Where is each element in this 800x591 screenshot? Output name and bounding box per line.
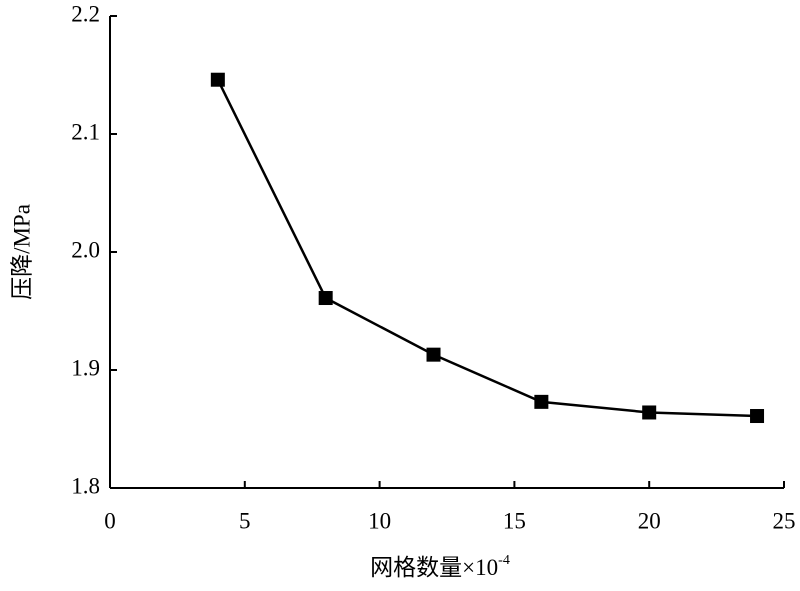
series-line [216,79,758,418]
data-point [750,409,765,424]
data-point [642,405,657,420]
data-point [210,72,225,87]
data-point [534,394,549,409]
y-tick-label: 2.0 [71,237,100,262]
x-tick-label: 15 [503,508,526,533]
y-tick-label: 2.1 [71,119,100,144]
y-tick-label: 1.8 [71,473,100,498]
x-axis-label: 网格数量×10-4 [370,553,510,580]
data-point [318,291,333,306]
y-axis-label: 压降/MPa [9,204,34,300]
y-tick-label: 1.9 [71,355,100,380]
x-axis-label-text: 网格数量×10 [370,555,498,580]
x-tick-label: 0 [104,508,116,533]
x-tick-label: 10 [368,508,391,533]
x-tick-label: 25 [773,508,796,533]
x-tick-label: 20 [638,508,661,533]
x-axis-label-superscript: -4 [498,553,510,568]
data-point [426,347,441,362]
y-tick-label: 2.2 [71,1,100,26]
x-tick-label: 5 [239,508,251,533]
